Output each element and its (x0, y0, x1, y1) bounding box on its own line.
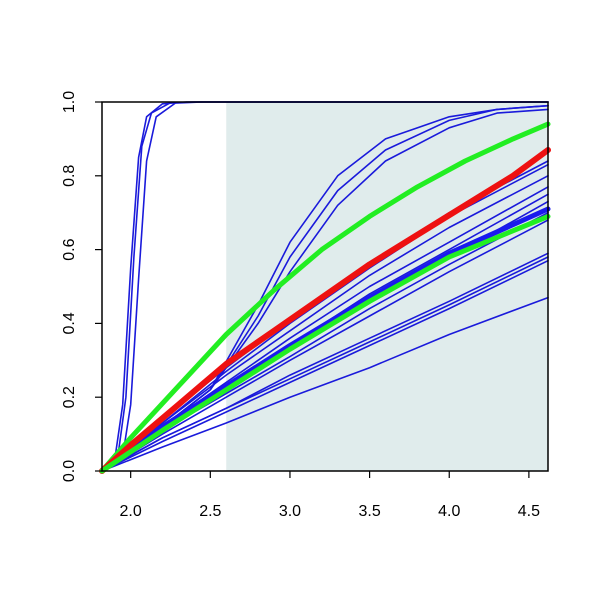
x-tick-label: 4.0 (438, 503, 460, 520)
x-tick-label: 2.5 (199, 503, 221, 520)
x-tick-label: 3.5 (358, 503, 380, 520)
axes-layer: 2.0 2.5 3.0 3.5 4.0 4.5 0.0 0.2 0.4 0.6 0.8 1.0 (61, 91, 549, 520)
series-line-thin-16 (101, 256, 549, 472)
series-line-blue_thick-19 (99, 206, 551, 474)
y-tick-label: 0.0 (61, 460, 78, 482)
series-line-thin-18 (101, 296, 549, 472)
series-line-green-20 (99, 121, 551, 474)
y-tick-label: 0.4 (61, 312, 78, 334)
series-layer (99, 101, 551, 474)
y-tick-label: 0.2 (61, 386, 78, 408)
series-line-red-21 (99, 147, 551, 474)
x-tick-label: 2.0 (120, 503, 142, 520)
series-line-thin-17 (101, 259, 549, 472)
plot-frame (101, 101, 549, 472)
series-line-thin-9 (101, 175, 549, 472)
series-line-thin-14 (101, 219, 549, 472)
x-tick-label: 4.5 (518, 503, 540, 520)
x-tick-label: 3.0 (279, 503, 301, 520)
series-line-green-22 (99, 213, 551, 474)
y-tick-label: 1.0 (61, 91, 78, 113)
y-tick-label: 0.8 (61, 165, 78, 187)
y-tick-label: 0.6 (61, 238, 78, 260)
